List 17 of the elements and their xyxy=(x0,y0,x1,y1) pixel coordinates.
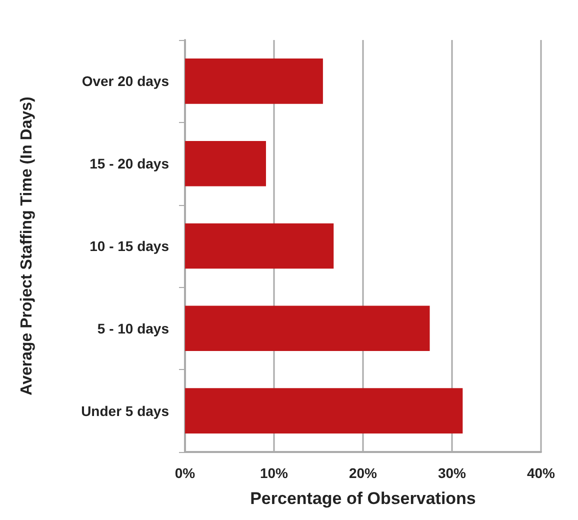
bar xyxy=(185,388,463,434)
bar xyxy=(185,306,430,352)
x-axis-title: Percentage of Observations xyxy=(250,489,476,508)
y-axis-title: Average Project Staffing Time (In Days) xyxy=(18,96,36,396)
x-tick-label: 0% xyxy=(174,465,196,481)
bar xyxy=(185,140,266,186)
y-tick-label: 10 - 15 days xyxy=(90,238,170,254)
x-tick-label: 30% xyxy=(438,465,467,481)
x-tick-label: 10% xyxy=(260,465,289,481)
y-tick-label: Under 5 days xyxy=(81,402,170,419)
x-tick-label: 20% xyxy=(348,465,378,481)
bar xyxy=(185,58,323,104)
y-tick-label: 15 - 20 days xyxy=(90,156,170,172)
y-tick-label: 5 - 10 days xyxy=(97,320,170,336)
y-tick-label: Over 20 days xyxy=(82,73,170,90)
x-tick-label: 40% xyxy=(526,465,556,481)
bar xyxy=(185,223,334,269)
